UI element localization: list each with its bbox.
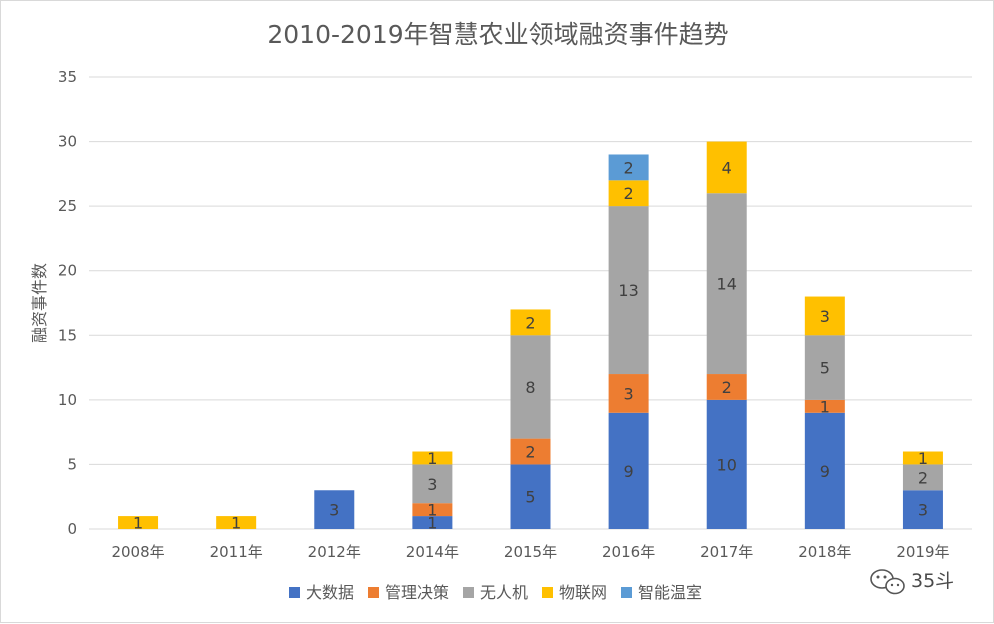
bar-segment: [902, 464, 943, 491]
data-label: 4: [722, 158, 732, 177]
y-tick-label: 20: [58, 262, 77, 280]
x-tick-label: 2016年: [602, 543, 655, 561]
x-tick-label: 2015年: [504, 543, 557, 561]
bar-segment: [510, 309, 551, 336]
x-tick-label: 2018年: [798, 543, 851, 561]
chart-title: 2010-2019年智慧农业领域融资事件趋势: [267, 20, 728, 49]
bar-segment: [412, 451, 453, 465]
data-label: 10: [717, 455, 737, 474]
bar-segment: [902, 451, 943, 465]
bar-segment: [314, 490, 355, 529]
y-tick-label: 0: [67, 520, 77, 538]
data-label: 1: [820, 397, 830, 416]
bar-segment: [608, 374, 649, 413]
y-axis-ticks: 0 5 10 15 20 25 30 35: [58, 68, 77, 538]
data-label: 2: [722, 378, 732, 397]
y-tick-label: 35: [58, 68, 77, 86]
data-label: 1: [918, 449, 928, 468]
x-tick-label: 2019年: [896, 543, 949, 561]
watermark-text: 35斗: [911, 570, 954, 592]
data-label: 1: [427, 501, 437, 520]
y-tick-label: 25: [58, 197, 77, 215]
bar-segment: [706, 399, 747, 529]
bar-segment: [412, 464, 453, 504]
data-label: 13: [618, 281, 638, 300]
y-tick-label: 5: [67, 455, 77, 473]
bar-segment: [804, 296, 845, 336]
data-label: 3: [918, 501, 928, 520]
bar-segment: [608, 154, 649, 181]
bar-segment: [216, 516, 257, 529]
y-tick-label: 30: [58, 133, 77, 151]
legend-label: 大数据: [306, 583, 354, 602]
bar-segment: [510, 464, 551, 529]
data-label: 5: [820, 359, 830, 378]
bar-segment: [804, 412, 845, 529]
legend: 大数据 管理决策 无人机 物联网 智能温室: [289, 583, 702, 602]
legend-label: 管理决策: [385, 583, 449, 602]
data-label: 1: [133, 514, 143, 533]
bar-segment: [608, 206, 649, 375]
legend-label: 物联网: [559, 583, 607, 602]
bar-segment: [706, 141, 747, 194]
data-label: 3: [427, 475, 437, 494]
legend-swatch: [621, 587, 632, 598]
data-label: 1: [427, 514, 437, 533]
x-tick-label: 2014年: [406, 543, 459, 561]
x-tick-label: 2012年: [308, 543, 361, 561]
watermark: 35斗: [870, 569, 954, 595]
bar-segment: [608, 180, 649, 207]
data-label: 14: [717, 275, 737, 294]
bar-segment: [510, 335, 551, 439]
legend-swatch: [289, 587, 300, 598]
legend-swatch: [542, 587, 553, 598]
data-label: 9: [624, 462, 634, 481]
x-tick-label: 2017年: [700, 543, 753, 561]
bar-segment: [706, 193, 747, 375]
data-label: 2: [624, 184, 634, 203]
legend-swatch: [463, 587, 474, 598]
bar-segment: [412, 503, 453, 517]
legend-swatch: [368, 587, 379, 598]
x-axis-ticks: 2008年 2011年 2012年 2014年 2015年 2016年 2017年 2018年…: [111, 543, 949, 561]
data-label: 2: [525, 443, 535, 462]
bar-segment: [510, 438, 551, 465]
data-label: 3: [329, 501, 339, 520]
wechat-icon: [870, 569, 905, 595]
bar-segment: [804, 335, 845, 400]
data-label: 5: [525, 488, 535, 507]
data-label: 3: [624, 384, 634, 403]
bar-segment: [412, 516, 453, 529]
y-axis-label: 融资事件数: [30, 263, 49, 343]
data-label: 1: [231, 514, 241, 533]
y-tick-label: 15: [58, 326, 77, 344]
legend-label: 无人机: [480, 583, 528, 602]
data-label: 1: [427, 449, 437, 468]
data-label: 3: [820, 307, 830, 326]
legend-label: 智能温室: [638, 583, 702, 602]
x-tick-label: 2008年: [111, 543, 164, 561]
data-label: 2: [525, 313, 535, 332]
data-label: 2: [624, 158, 634, 177]
bar-segment: [902, 490, 943, 529]
bar-segment: [118, 516, 159, 529]
bar-segment: [804, 399, 845, 413]
data-label: 2: [918, 468, 928, 487]
data-label: 8: [525, 378, 535, 397]
data-label: 9: [820, 462, 830, 481]
bar-segment: [608, 412, 649, 529]
x-tick-label: 2011年: [210, 543, 263, 561]
y-tick-label: 10: [58, 391, 77, 409]
bar-segment: [706, 374, 747, 400]
